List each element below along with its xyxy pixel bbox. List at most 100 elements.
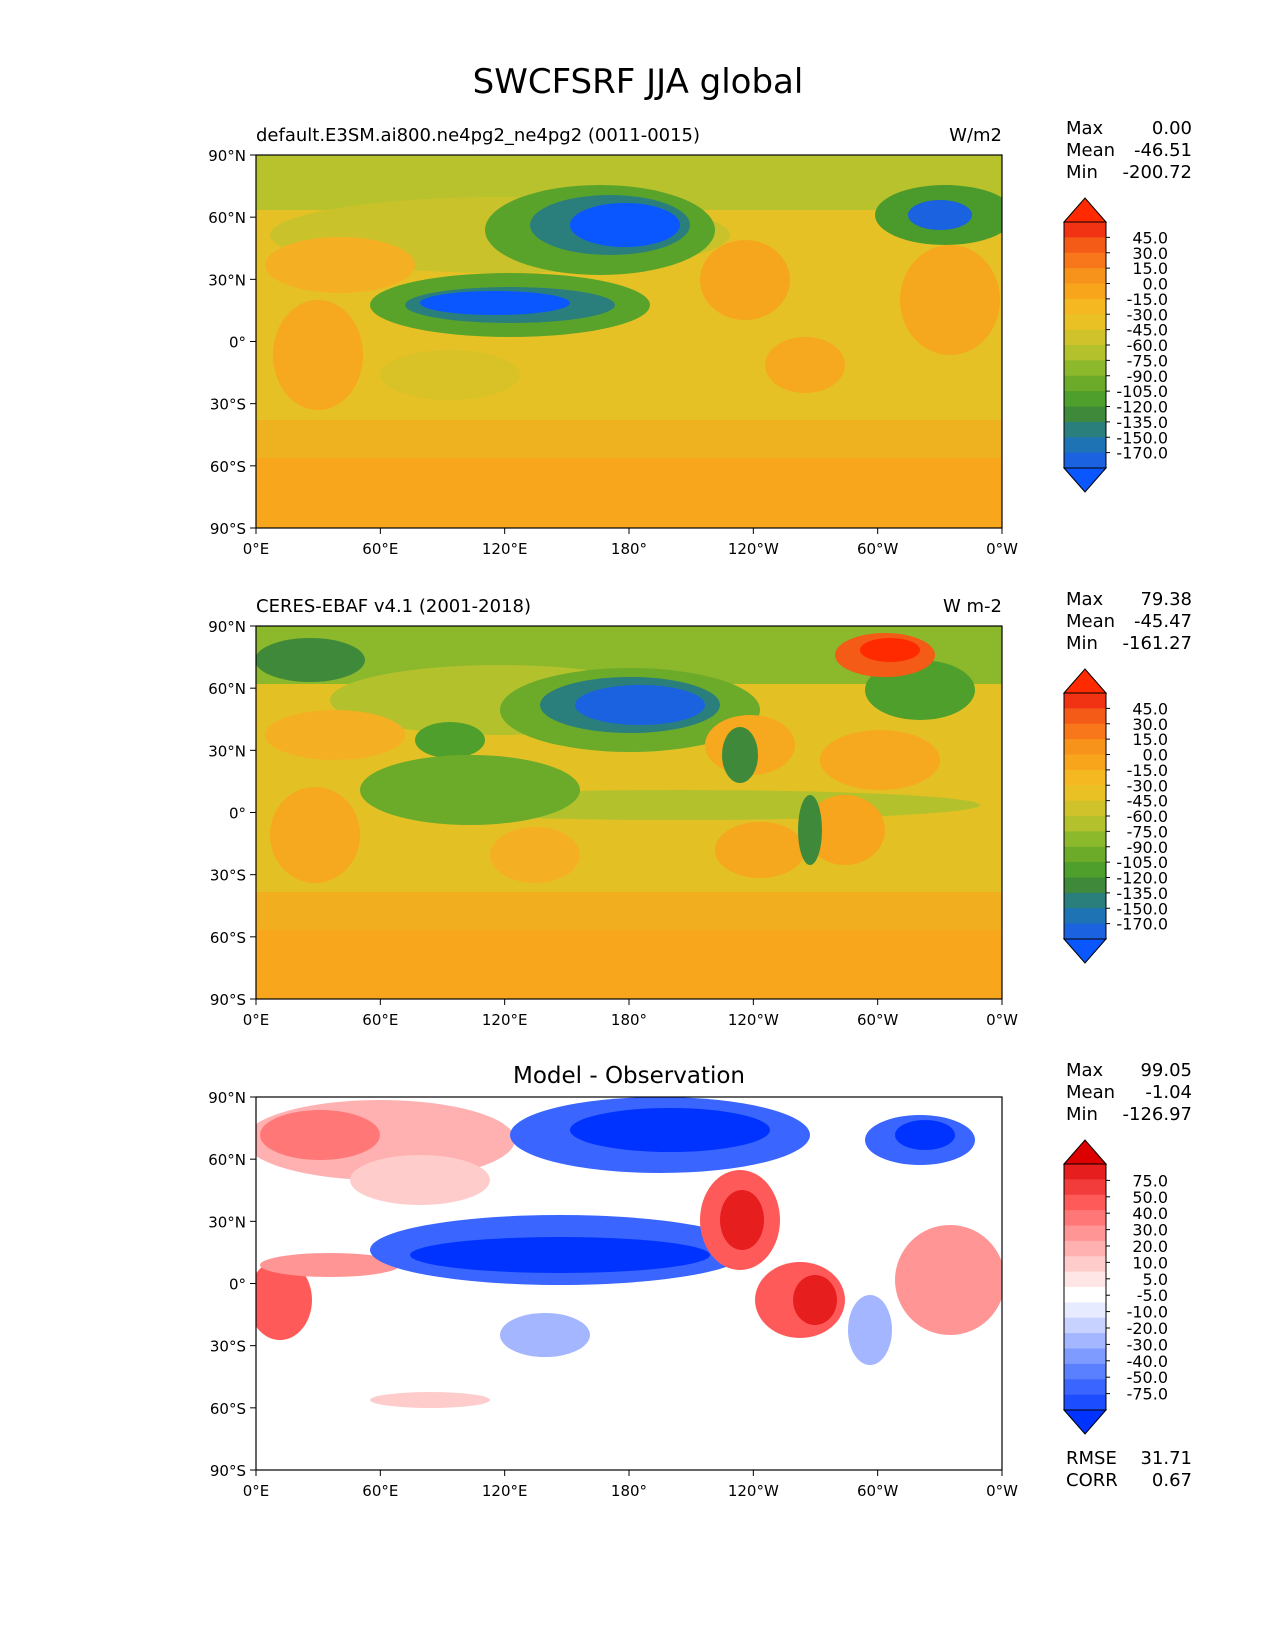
colorbar-block: [1064, 1348, 1106, 1365]
region-sahara: [265, 237, 415, 293]
band-antarctic: [256, 927, 1002, 999]
lon-tick-label: 0°E: [243, 1482, 270, 1500]
colorbar-label: 45.0: [1132, 699, 1168, 718]
colorbar-block: [1064, 1271, 1106, 1288]
region-equator-pos: [260, 1253, 400, 1277]
region-peru-core: [793, 1275, 837, 1325]
colorbar-extend-min: [1062, 467, 1108, 493]
lat-tick-label: 90°S: [210, 991, 246, 1009]
lon-tick-label: 120°W: [728, 1482, 779, 1500]
colorbar-block: [1064, 1379, 1106, 1396]
colorbar-block: [1064, 816, 1106, 832]
panel-diff-stats: Max 99.05 Mean -1.04 Min -126.97: [1066, 1060, 1192, 1125]
colorbar-block: [1064, 345, 1106, 361]
panel-diff-title: Model - Observation: [513, 1063, 745, 1089]
colorbar-block: [1064, 862, 1106, 879]
colorbar-label: 0.0: [1143, 746, 1168, 765]
lon-tick-label: 0°E: [243, 1011, 270, 1029]
colorbar-block: [1064, 298, 1106, 315]
region-north-pacific-core: [570, 1108, 770, 1152]
colorbar-label: -120.0: [1116, 869, 1168, 888]
colorbar-label: -30.0: [1127, 305, 1168, 324]
lon-tick-label: 120°E: [482, 540, 528, 558]
region-se-pacific: [765, 337, 845, 393]
colorbar-label: 20.0: [1132, 1237, 1168, 1256]
colorbar-block: [1064, 1240, 1106, 1257]
lon-tick-label: 60°E: [362, 1482, 398, 1500]
region-california-strato: [722, 727, 758, 783]
stat-min-value: -200.72: [1123, 162, 1192, 183]
panel-model-lon-ticks: 0°E 60°E 120°E 180° 120°W 60°W 0°W: [243, 528, 1018, 558]
region-africa-pos: [256, 1260, 312, 1340]
colorbar-block: [1064, 769, 1106, 786]
stat-min-label: Min: [1066, 162, 1098, 183]
region-atlantic-sub: [820, 730, 940, 790]
lon-tick-label: 0°W: [986, 1011, 1018, 1029]
colorbar-block: [1064, 800, 1106, 817]
lon-tick-label: 0°E: [243, 540, 270, 558]
colorbar-block: [1064, 1287, 1106, 1303]
panel-model-title-right: W/m2: [949, 125, 1002, 146]
colorbar-block: [1064, 1225, 1106, 1242]
figure-title: SWCFSRF JJA global: [473, 62, 804, 102]
colorbar-label: 10.0: [1132, 1253, 1168, 1272]
stat-max-value: 99.05: [1140, 1060, 1192, 1081]
region-north-atlantic-core: [895, 1120, 955, 1150]
region-wpac-core: [410, 1237, 710, 1273]
colorbar-block: [1064, 739, 1106, 756]
colorbar-block: [1064, 785, 1106, 802]
panel-diff-lat-ticks: 90°N 60°N 30°N 0° 30°S 60°S 90°S: [208, 1089, 256, 1480]
colorbar-block: [1064, 268, 1106, 285]
lon-tick-label: 0°W: [986, 1482, 1018, 1500]
panel-model-colorbar: 45.030.015.00.0-15.0-30.0-45.0-60.0-75.0…: [1062, 197, 1168, 493]
lon-tick-label: 60°E: [362, 540, 398, 558]
colorbar-label: 50.0: [1132, 1188, 1168, 1207]
lat-tick-label: 90°N: [208, 1089, 246, 1107]
colorbar-frame: [1063, 1163, 1107, 1411]
colorbar-label: -5.0: [1137, 1286, 1168, 1305]
colorbar-block: [1064, 831, 1106, 848]
stat-max-label: Max: [1066, 118, 1104, 139]
colorbar-label: 30.0: [1132, 244, 1168, 263]
colorbar-label: -135.0: [1116, 413, 1168, 432]
colorbar-extend-max: [1062, 1139, 1108, 1165]
lat-tick-label: 30°S: [210, 1338, 246, 1356]
panel-model-title-left: default.E3SM.ai800.ne4pg2_ne4pg2 (0011-0…: [256, 125, 700, 146]
panel-obs-map: [256, 626, 1002, 999]
region-africa: [273, 300, 363, 410]
colorbar-block: [1064, 437, 1106, 454]
band-southern-ocean: [256, 892, 1002, 930]
colorbar-label: -150.0: [1116, 899, 1168, 918]
colorbar-label: 0.0: [1143, 275, 1168, 294]
colorbar-label: -150.0: [1116, 428, 1168, 447]
metric-corr-label: CORR: [1066, 1470, 1118, 1491]
stat-mean-label: Mean: [1066, 611, 1115, 632]
lat-tick-label: 0°: [229, 334, 246, 352]
colorbar-label: -15.0: [1127, 761, 1168, 780]
colorbar-block: [1064, 329, 1106, 346]
colorbar-extend-min: [1062, 1409, 1108, 1435]
lat-tick-label: 30°S: [210, 867, 246, 885]
lat-tick-label: 60°N: [208, 680, 246, 698]
colorbar-label: -135.0: [1116, 884, 1168, 903]
lat-tick-label: 0°: [229, 1276, 246, 1294]
panel-diff-metrics: RMSE 31.71 CORR 0.67: [1066, 1448, 1192, 1491]
region-warm-pool: [360, 755, 580, 825]
colorbar-block: [1064, 452, 1106, 469]
panel-model-stats: Max 0.00 Mean -46.51 Min -200.72: [1066, 118, 1192, 183]
colorbar-block: [1064, 723, 1106, 740]
lat-tick-label: 60°S: [210, 929, 246, 947]
colorbar-block: [1064, 1256, 1106, 1273]
colorbar-block: [1064, 923, 1106, 940]
colorbar-label: -170.0: [1116, 915, 1168, 934]
lat-tick-label: 90°N: [208, 618, 246, 636]
region-australia-neg: [500, 1313, 590, 1357]
stat-mean-label: Mean: [1066, 1082, 1115, 1103]
lon-tick-label: 0°W: [986, 540, 1018, 558]
region-south-america-neg: [848, 1295, 892, 1365]
colorbar-label: -45.0: [1127, 792, 1168, 811]
colorbar-block: [1064, 846, 1106, 863]
band-southern-ocean: [256, 420, 1002, 458]
colorbar-label: -60.0: [1127, 336, 1168, 355]
stat-mean-value: -45.47: [1134, 611, 1192, 632]
